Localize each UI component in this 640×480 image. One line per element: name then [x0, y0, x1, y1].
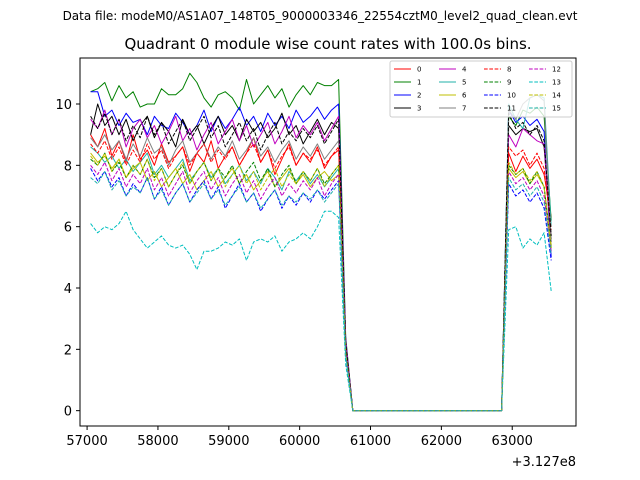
legend-label-5: 5 [462, 79, 466, 87]
legend-label-4: 4 [462, 66, 467, 74]
y-tick-label: 4 [64, 282, 72, 297]
legend-label-15: 15 [552, 105, 561, 113]
x-tick-label: 63000 [492, 434, 533, 449]
x-tick-label: 60000 [279, 434, 320, 449]
x-axis: 57000 58000 59000 60000 61000 62000 63000 [66, 426, 533, 449]
legend-box [389, 60, 573, 118]
legend-label-12: 12 [552, 66, 561, 74]
y-tick-label: 8 [64, 159, 72, 174]
legend-label-7: 7 [462, 105, 466, 113]
x-tick-label: 62000 [421, 434, 462, 449]
x-tick-label: 61000 [350, 434, 391, 449]
y-tick-label: 0 [64, 405, 72, 420]
legend-label-6: 6 [462, 92, 467, 100]
series-line-15 [90, 171, 552, 412]
legend-label-11: 11 [507, 105, 516, 113]
y-tick-label: 2 [64, 343, 72, 358]
y-tick-label: 6 [64, 221, 72, 236]
series-layer [90, 72, 552, 412]
chart-suptitle: Data file: modeM0/AS1A07_148T05_90000033… [63, 9, 578, 23]
legend-label-3: 3 [417, 105, 421, 113]
y-tick-label: 10 [55, 98, 72, 113]
plot-frame [79, 57, 577, 427]
x-tick-label: 57000 [66, 434, 107, 449]
legend-label-2: 2 [417, 92, 421, 100]
legend-label-8: 8 [507, 66, 511, 74]
legend-label-14: 14 [552, 92, 561, 100]
legend-label-13: 13 [552, 79, 561, 87]
y-axis: 0 2 4 6 8 10 [55, 98, 80, 420]
x-offset-label: +3.127e8 [512, 455, 576, 470]
x-tick-label: 59000 [208, 434, 249, 449]
legend-label-10: 10 [507, 92, 516, 100]
legend-label-9: 9 [507, 79, 511, 87]
legend-label-0: 0 [417, 66, 421, 74]
chart-title: Quadrant 0 module wise count rates with … [124, 35, 531, 53]
legend-label-1: 1 [417, 79, 421, 87]
x-tick-label: 58000 [137, 434, 178, 449]
